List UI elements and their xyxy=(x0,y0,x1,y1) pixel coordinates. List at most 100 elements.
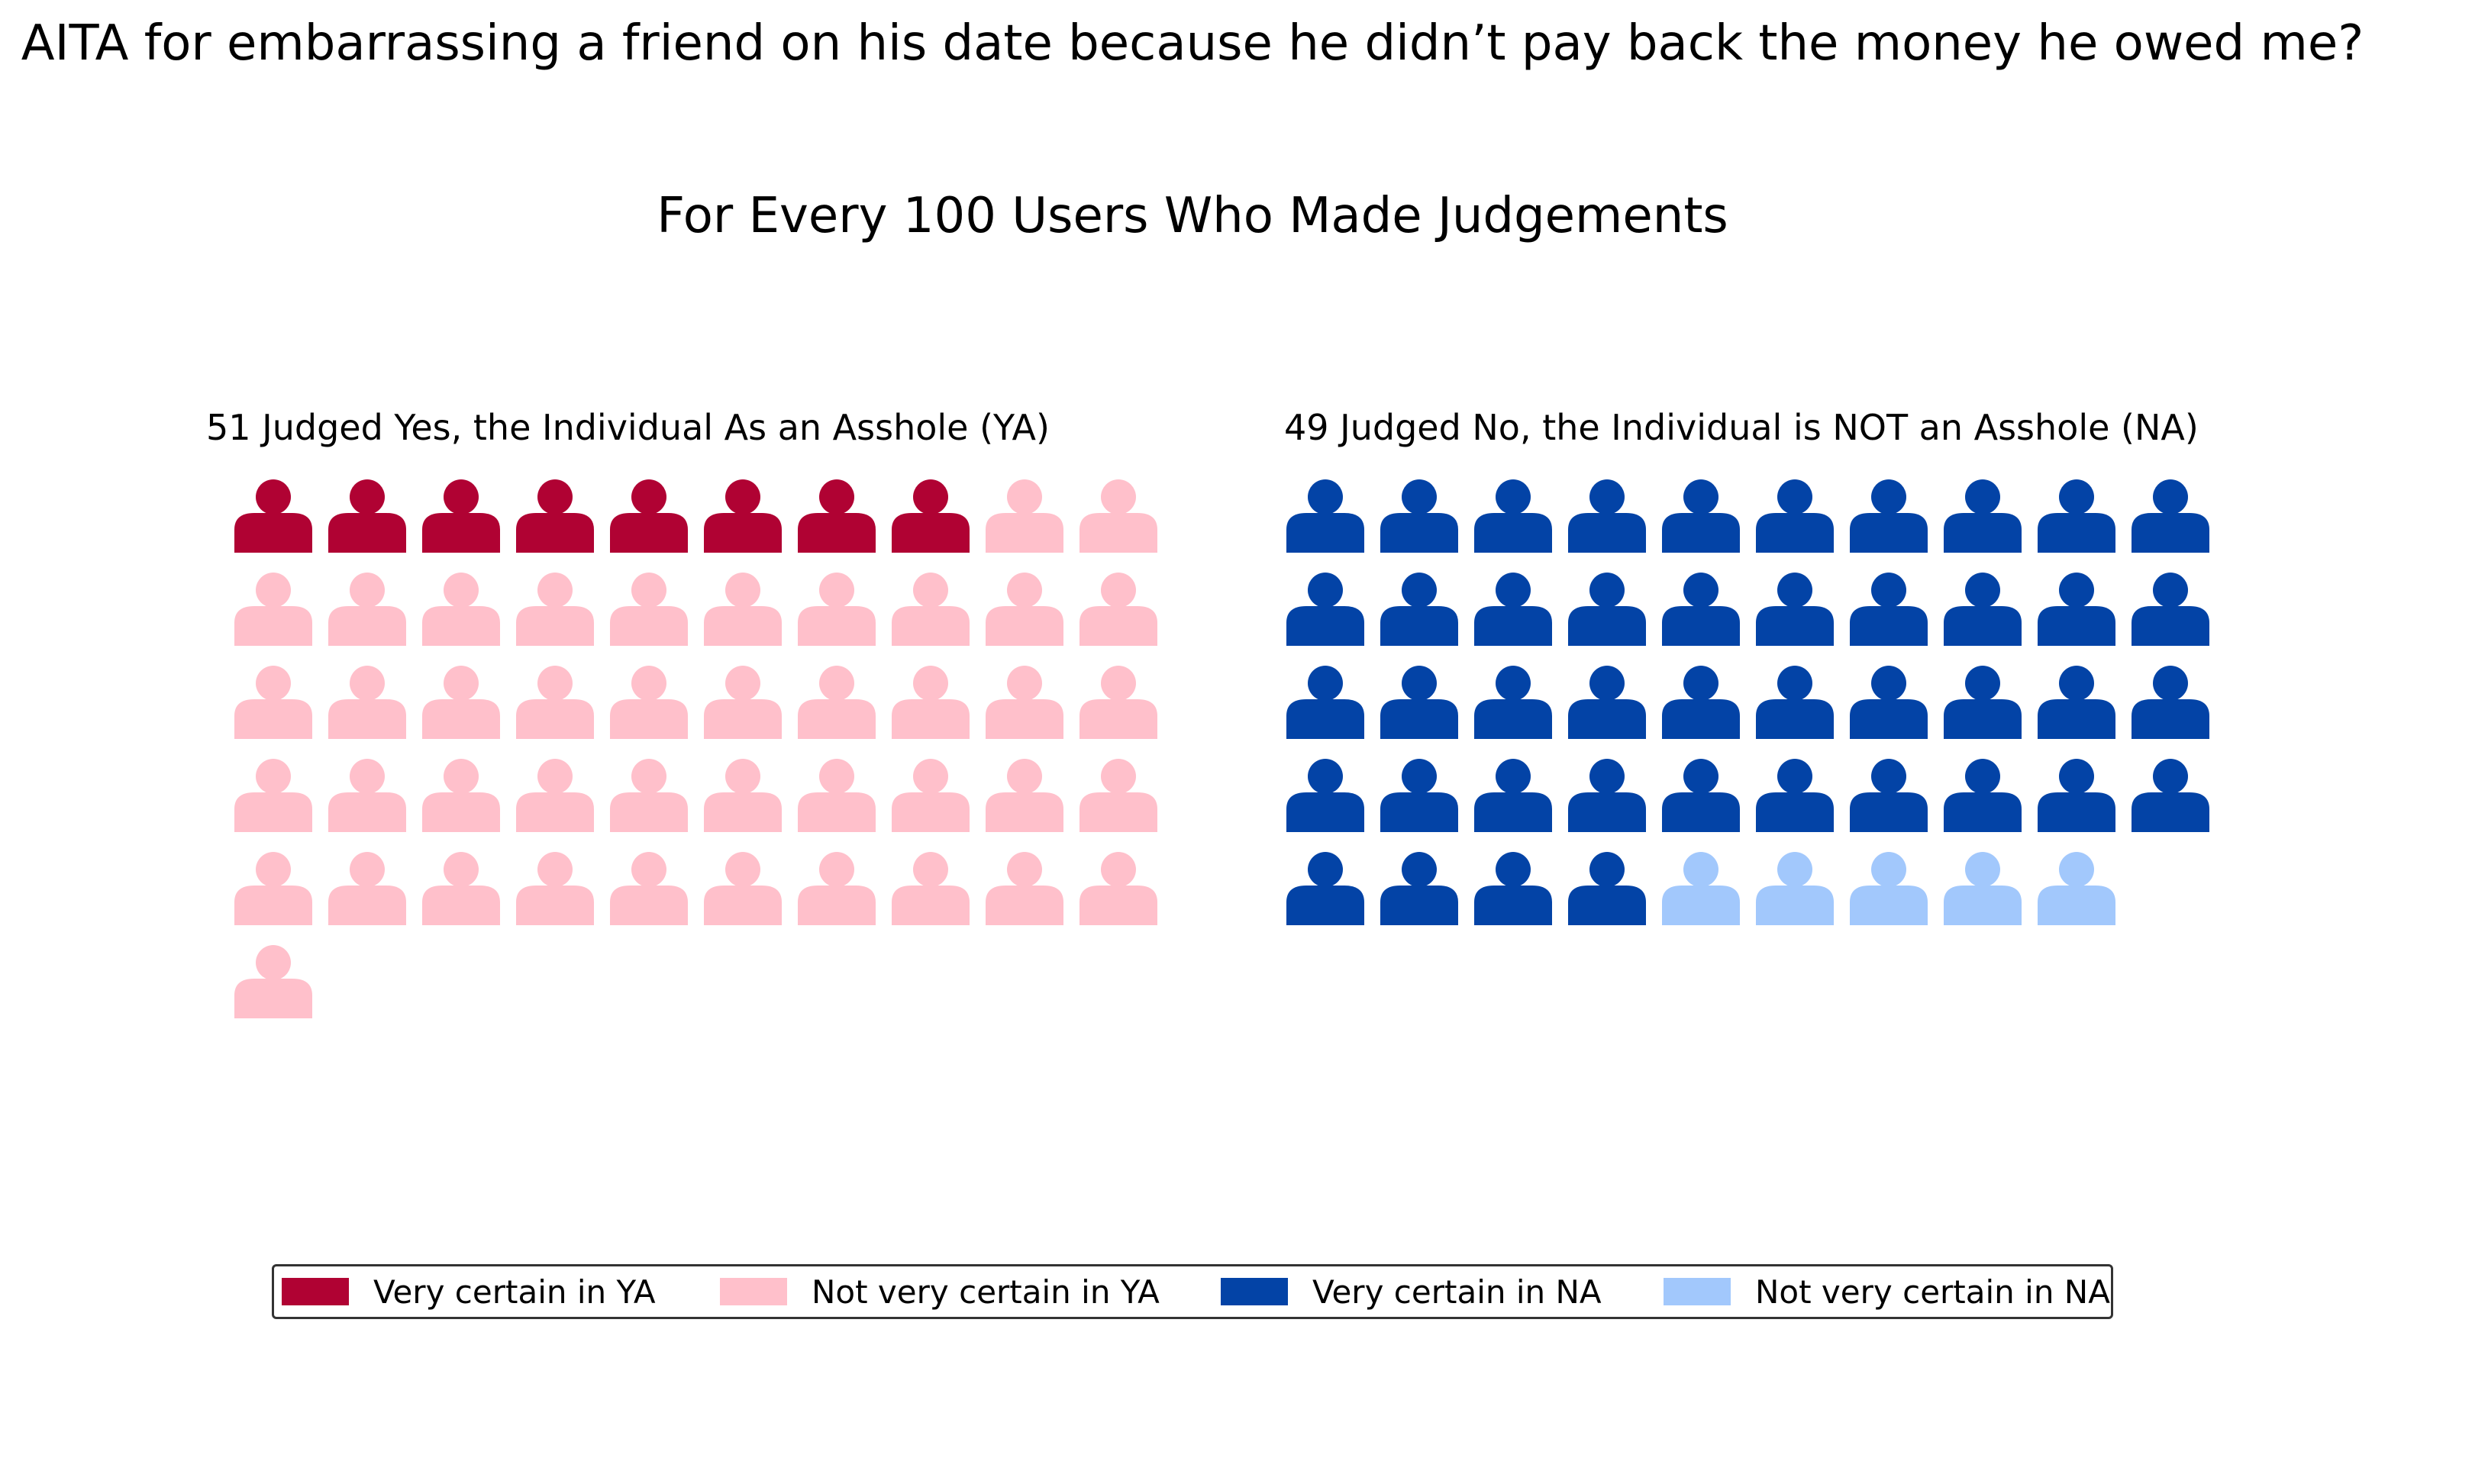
ya-waffle-grid xyxy=(234,479,1157,1018)
person-icon xyxy=(1756,573,1834,646)
person-icon xyxy=(1568,573,1646,646)
person-icon xyxy=(234,479,312,553)
person-icon xyxy=(704,479,782,553)
person-icon xyxy=(1850,573,1928,646)
person-icon xyxy=(2038,852,2115,925)
person-icon xyxy=(1380,573,1458,646)
legend-label: Very certain in NA xyxy=(1312,1273,1602,1311)
person-icon xyxy=(234,666,312,739)
person-icon xyxy=(1944,759,2022,832)
person-icon xyxy=(1756,666,1834,739)
person-icon xyxy=(986,852,1063,925)
person-icon xyxy=(1380,852,1458,925)
person-icon xyxy=(516,573,594,646)
legend-entry-very-certain-ya: Very certain in YA xyxy=(282,1266,656,1317)
person-icon xyxy=(1286,573,1364,646)
person-icon xyxy=(986,479,1063,553)
person-icon xyxy=(2132,666,2209,739)
person-icon xyxy=(892,852,970,925)
person-icon xyxy=(1286,666,1364,739)
person-icon xyxy=(986,666,1063,739)
person-icon xyxy=(1286,759,1364,832)
person-icon xyxy=(1850,852,1928,925)
person-icon xyxy=(422,666,500,739)
legend-label: Not very certain in NA xyxy=(1755,1273,2110,1311)
person-icon xyxy=(610,479,688,553)
person-icon xyxy=(1756,759,1834,832)
person-icon xyxy=(704,759,782,832)
person-icon xyxy=(516,479,594,553)
person-icon xyxy=(2132,479,2209,553)
person-icon xyxy=(1850,759,1928,832)
person-icon xyxy=(986,573,1063,646)
person-icon xyxy=(892,759,970,832)
person-icon xyxy=(798,852,876,925)
legend: Very certain in YA Not very certain in Y… xyxy=(272,1264,2113,1319)
legend-label: Not very certain in YA xyxy=(812,1273,1160,1311)
legend-label: Very certain in YA xyxy=(373,1273,656,1311)
person-icon xyxy=(1756,852,1834,925)
person-icon xyxy=(328,852,406,925)
legend-swatch xyxy=(720,1278,787,1305)
person-icon xyxy=(2038,666,2115,739)
person-icon xyxy=(328,479,406,553)
person-icon xyxy=(610,759,688,832)
person-icon xyxy=(2132,573,2209,646)
person-icon xyxy=(1474,852,1552,925)
legend-entry-not-very-certain-na: Not very certain in NA xyxy=(1664,1266,2110,1317)
person-icon xyxy=(892,666,970,739)
person-icon xyxy=(1286,479,1364,553)
person-icon xyxy=(516,852,594,925)
person-icon xyxy=(1474,573,1552,646)
person-icon xyxy=(1286,852,1364,925)
person-icon xyxy=(1662,759,1740,832)
person-icon xyxy=(234,945,312,1018)
person-icon xyxy=(704,666,782,739)
person-icon xyxy=(1850,479,1928,553)
na-waffle-grid xyxy=(1286,479,2209,925)
person-icon xyxy=(328,759,406,832)
person-icon xyxy=(986,759,1063,832)
person-icon xyxy=(1568,852,1646,925)
person-icon xyxy=(1850,666,1928,739)
person-icon xyxy=(1474,666,1552,739)
person-icon xyxy=(422,852,500,925)
person-icon xyxy=(610,852,688,925)
na-panel-title: 49 Judged No, the Individual is NOT an A… xyxy=(1284,407,2199,448)
person-icon xyxy=(1380,479,1458,553)
person-icon xyxy=(610,573,688,646)
person-icon xyxy=(516,666,594,739)
person-icon xyxy=(892,573,970,646)
person-icon xyxy=(328,666,406,739)
person-icon xyxy=(1568,479,1646,553)
person-icon xyxy=(1474,759,1552,832)
person-icon xyxy=(704,852,782,925)
chart-subtitle: For Every 100 Users Who Made Judgements xyxy=(657,188,1728,244)
ya-panel-title: 51 Judged Yes, the Individual As an Assh… xyxy=(206,407,1050,448)
person-icon xyxy=(798,759,876,832)
person-icon xyxy=(1079,666,1157,739)
legend-swatch xyxy=(282,1278,349,1305)
person-icon xyxy=(422,479,500,553)
person-icon xyxy=(1380,666,1458,739)
legend-swatch xyxy=(1664,1278,1731,1305)
person-icon xyxy=(1756,479,1834,553)
person-icon xyxy=(234,852,312,925)
person-icon xyxy=(1474,479,1552,553)
person-icon xyxy=(516,759,594,832)
person-icon xyxy=(1662,852,1740,925)
person-icon xyxy=(798,573,876,646)
person-icon xyxy=(798,479,876,553)
person-icon xyxy=(1079,573,1157,646)
person-icon xyxy=(234,759,312,832)
person-icon xyxy=(2038,573,2115,646)
person-icon xyxy=(1662,666,1740,739)
person-icon xyxy=(422,759,500,832)
legend-entry-not-very-certain-ya: Not very certain in YA xyxy=(720,1266,1160,1317)
person-icon xyxy=(798,666,876,739)
person-icon xyxy=(234,573,312,646)
person-icon xyxy=(422,573,500,646)
person-icon xyxy=(1079,759,1157,832)
person-icon xyxy=(610,666,688,739)
